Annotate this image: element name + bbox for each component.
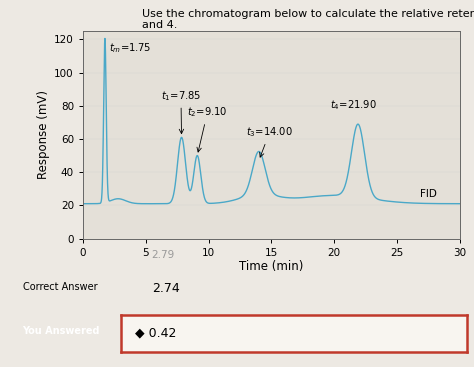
Text: Use the chromatogram below to calculate the relative retention factor, α, of pea: Use the chromatogram below to calculate … [142,9,474,19]
X-axis label: Time (min): Time (min) [239,260,303,273]
Text: 2.79: 2.79 [152,250,175,260]
Text: and 4.: and 4. [142,20,178,30]
Text: $t_3$=14.00: $t_3$=14.00 [246,125,293,157]
Text: FID: FID [419,189,437,199]
Text: $t_4$=21.90: $t_4$=21.90 [330,99,377,112]
Y-axis label: Response (mV): Response (mV) [37,90,50,179]
Text: $t_2$=9.10: $t_2$=9.10 [187,105,228,152]
Text: 2.74: 2.74 [152,281,180,295]
Text: You Answered: You Answered [22,326,99,336]
Text: Correct Answer: Correct Answer [23,282,98,292]
Text: $t_1$=7.85: $t_1$=7.85 [161,89,201,134]
Text: ◆ 0.42: ◆ 0.42 [135,327,176,340]
Text: $t_m$=1.75: $t_m$=1.75 [109,41,151,55]
